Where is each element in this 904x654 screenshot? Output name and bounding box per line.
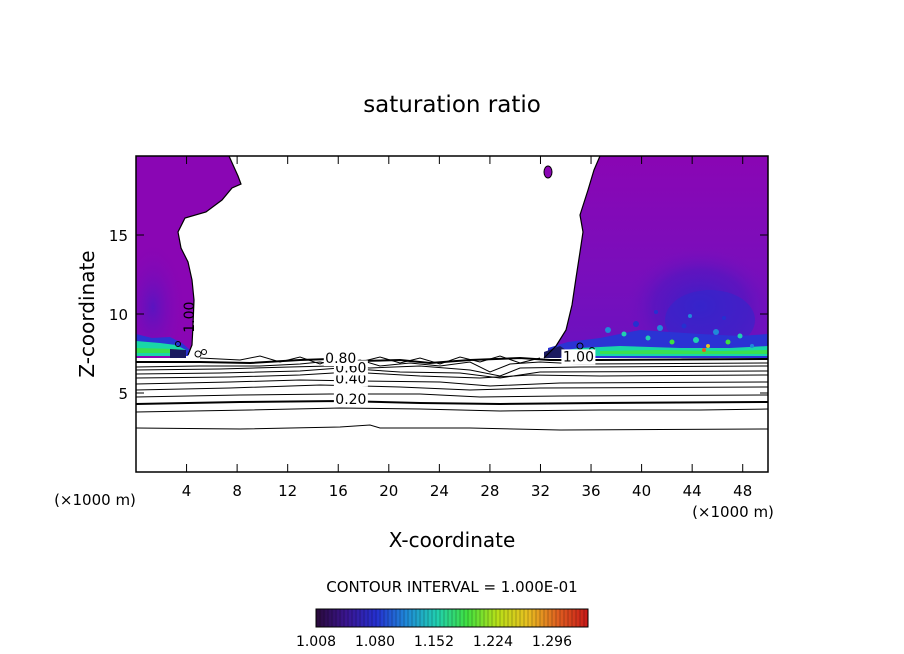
contour-interval-label: CONTOUR INTERVAL = 1.000E-01 <box>326 578 577 596</box>
y-tick-label: 15 <box>109 227 128 245</box>
contour-label-bg <box>323 350 358 366</box>
x-tick-label: 24 <box>430 482 449 500</box>
contour-label: 1.00 <box>182 302 198 333</box>
contour-labels: 0.200.400.600.80 1.001.00 <box>182 302 596 408</box>
colorbar-tick-label: 1.152 <box>414 634 454 650</box>
right-cloud-base-green <box>600 350 768 354</box>
colorbar-tick-label: 1.008 <box>296 634 336 650</box>
colorbar-tick-label: 1.080 <box>355 634 395 650</box>
x-tick-label: 36 <box>581 482 600 500</box>
x-axis: 4 8 12 16 20 24 28 32 36 40 44 48 <box>182 156 752 500</box>
y-tick-label: 5 <box>118 385 128 403</box>
left-cloud-core <box>136 240 192 352</box>
x-axis-title: X-coordinate <box>389 528 516 552</box>
x-tick-label: 8 <box>232 482 242 500</box>
contour-label-bg <box>333 392 368 408</box>
contour-label: 0.40 <box>335 372 366 388</box>
x-tick-label: 40 <box>632 482 651 500</box>
field-layer <box>136 156 768 360</box>
y-axis: 5 10 15 <box>109 227 768 403</box>
x-tick-label: 44 <box>683 482 702 500</box>
y-tick-label: 10 <box>109 306 128 324</box>
x-unit-right: (×1000 m) <box>692 503 774 521</box>
x-tick-label: 12 <box>278 482 297 500</box>
speckle-cells <box>605 310 754 352</box>
right-cloud-base-dark <box>544 346 566 358</box>
left-cloud-base-dark <box>170 349 186 358</box>
x-unit-left: (×1000 m) <box>54 491 136 509</box>
colorbar-tick-label: 1.296 <box>532 634 572 650</box>
small-cloud-cell <box>543 165 553 179</box>
x-tick-label: 28 <box>480 482 499 500</box>
colorbar-tick-label: 1.224 <box>473 634 513 650</box>
x-tick-label: 48 <box>733 482 752 500</box>
y-axis-title: Z-coordinate <box>75 250 99 377</box>
x-tick-label: 32 <box>531 482 550 500</box>
contour-label: 0.80 <box>325 351 356 367</box>
x-tick-label: 4 <box>182 482 192 500</box>
contour-lines <box>136 156 768 431</box>
x-tick-label: 20 <box>379 482 398 500</box>
colorbar-labels: 1.008 1.080 1.152 1.224 1.296 <box>296 634 572 650</box>
chart-title: saturation ratio <box>363 92 541 118</box>
colorbar-stripes <box>319 609 585 627</box>
x-tick-label: 16 <box>329 482 348 500</box>
contour-label-bg <box>561 349 596 365</box>
contour-label: 1.00 <box>563 349 594 365</box>
contour-label: 0.20 <box>335 392 366 408</box>
